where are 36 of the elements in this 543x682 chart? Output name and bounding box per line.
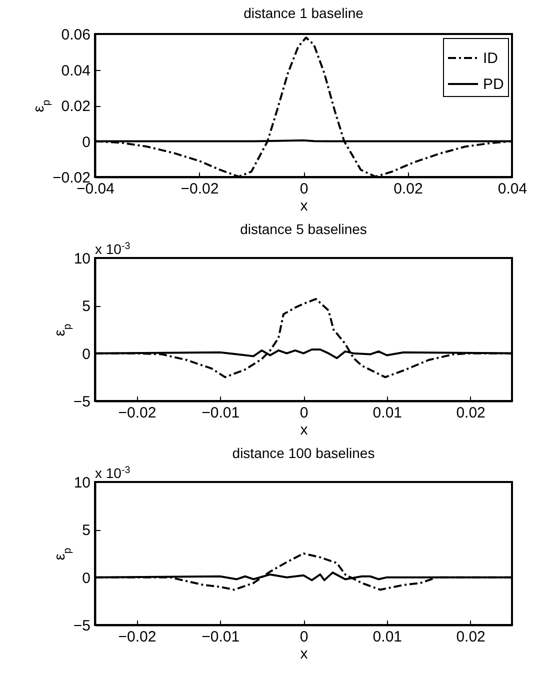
y-tick-label: 0.04 (61, 62, 90, 80)
y-tick-label: 0.06 (61, 26, 90, 44)
chart-title: distance 100 baselines (232, 445, 375, 461)
text: x 10$^{-3}$ (95, 464, 131, 481)
x-tick-label: −0.02 (118, 404, 156, 422)
text: x 10$^{-3}$ (95, 240, 131, 257)
y-tick-label: 5 (82, 298, 90, 316)
x-tick-label: −0.01 (202, 628, 240, 646)
chart-title: distance 1 baseline (244, 5, 364, 21)
x-tick-label: −0.02 (118, 628, 156, 646)
x-tick-label: 0.01 (372, 404, 402, 422)
x-axis-title: x (300, 198, 308, 214)
y-tick-label: 0 (82, 134, 90, 151)
y-tick-label: −5 (73, 618, 90, 634)
legend-label: PD (483, 76, 504, 93)
x-axis-title: x (300, 646, 308, 662)
x-tick-label: 0 (300, 180, 308, 198)
y-tick-label: 0 (82, 346, 90, 363)
y-tick-label: 10 (74, 474, 90, 492)
y-tick-label: 5 (82, 522, 90, 540)
y-tick-label: 0 (82, 570, 90, 587)
x-tick-label: −0.02 (180, 180, 219, 198)
x-tick-label: 0.01 (372, 628, 402, 646)
x-tick-label: −0.01 (202, 404, 240, 422)
x-tick-label: 0 (300, 404, 308, 422)
y-tick-label: 0.02 (61, 98, 90, 115)
y-tick-label: −5 (73, 394, 90, 410)
x-tick-label: 0.02 (456, 404, 486, 422)
legend-label: ID (483, 50, 498, 67)
x-tick-label: 0.02 (394, 180, 423, 198)
x-tick-label: 0 (300, 628, 308, 646)
x-axis-title: x (300, 422, 308, 438)
chart-title: distance 5 baselines (240, 221, 367, 237)
y-tick-label: 10 (74, 250, 90, 268)
x-tick-label: 0.02 (456, 628, 486, 646)
x-tick-label: 0.04 (498, 180, 528, 198)
